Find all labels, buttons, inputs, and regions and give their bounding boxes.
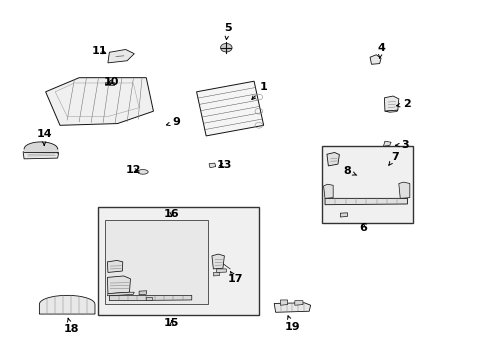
Polygon shape bbox=[107, 292, 134, 296]
Polygon shape bbox=[196, 81, 263, 136]
Polygon shape bbox=[383, 141, 390, 146]
Polygon shape bbox=[384, 110, 397, 112]
Polygon shape bbox=[139, 291, 146, 294]
Text: 8: 8 bbox=[343, 166, 356, 176]
Polygon shape bbox=[108, 49, 134, 63]
Polygon shape bbox=[211, 254, 224, 269]
Text: 19: 19 bbox=[284, 316, 300, 333]
Polygon shape bbox=[323, 184, 332, 198]
Polygon shape bbox=[107, 260, 122, 273]
Text: 7: 7 bbox=[388, 152, 399, 165]
Text: 16: 16 bbox=[163, 208, 179, 219]
Polygon shape bbox=[325, 198, 407, 205]
Bar bbox=[322, 146, 412, 223]
Circle shape bbox=[220, 44, 232, 52]
Bar bbox=[98, 207, 258, 315]
Text: 13: 13 bbox=[216, 160, 232, 170]
Text: 5: 5 bbox=[224, 23, 231, 40]
Text: 1: 1 bbox=[251, 81, 267, 99]
Polygon shape bbox=[274, 303, 310, 312]
Polygon shape bbox=[208, 163, 215, 168]
Polygon shape bbox=[40, 296, 95, 314]
Polygon shape bbox=[109, 295, 191, 301]
Polygon shape bbox=[326, 153, 339, 166]
Polygon shape bbox=[398, 182, 409, 198]
Polygon shape bbox=[213, 273, 219, 276]
Text: 6: 6 bbox=[359, 222, 366, 233]
Text: 10: 10 bbox=[103, 77, 119, 87]
Polygon shape bbox=[216, 269, 226, 273]
Text: 12: 12 bbox=[125, 165, 141, 175]
Polygon shape bbox=[340, 213, 347, 217]
Bar bbox=[104, 220, 207, 304]
Text: 15: 15 bbox=[163, 318, 179, 328]
Text: 14: 14 bbox=[36, 129, 52, 145]
Text: 3: 3 bbox=[395, 140, 408, 150]
Polygon shape bbox=[45, 78, 153, 125]
Text: 17: 17 bbox=[228, 271, 243, 284]
Polygon shape bbox=[107, 276, 130, 294]
Ellipse shape bbox=[137, 170, 148, 174]
Text: 4: 4 bbox=[376, 43, 384, 58]
Polygon shape bbox=[384, 96, 398, 111]
Polygon shape bbox=[104, 82, 114, 85]
Text: 2: 2 bbox=[396, 99, 410, 109]
Polygon shape bbox=[280, 300, 287, 305]
Polygon shape bbox=[23, 151, 59, 159]
Text: 9: 9 bbox=[166, 117, 180, 127]
Polygon shape bbox=[369, 55, 380, 64]
Text: 11: 11 bbox=[91, 46, 107, 56]
Text: 18: 18 bbox=[63, 318, 79, 334]
Polygon shape bbox=[294, 301, 303, 305]
Polygon shape bbox=[146, 297, 152, 301]
